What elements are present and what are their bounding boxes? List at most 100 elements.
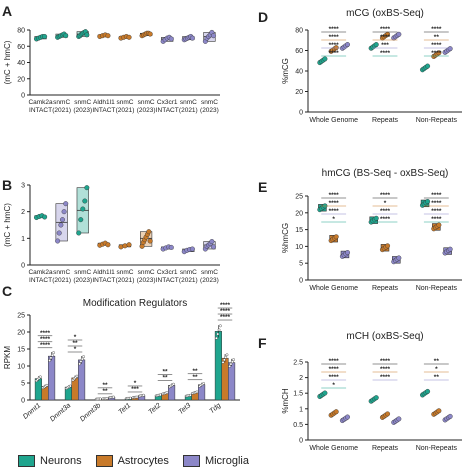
panel-B-category-label: snmC	[74, 269, 91, 276]
panel-F-data-point	[385, 411, 391, 417]
panel-A-data-point	[147, 31, 153, 37]
panel-A-category-label: (2021)	[52, 107, 71, 114]
panel-A-category-label: INTACT	[29, 107, 52, 114]
panel-F-ytick-label: 2	[299, 375, 303, 382]
panel-D-significance-label: ****	[329, 50, 340, 57]
panel-F-data-point	[373, 395, 379, 401]
panel-A-ytick-label: 60	[17, 44, 25, 51]
panel-A-category-label: snmC	[138, 99, 155, 106]
panel-C-data-point	[49, 356, 53, 360]
panel-E-data-point	[333, 234, 339, 240]
panel-E-ytick-label: 25	[295, 194, 303, 201]
panel-A-category-label: snmC	[201, 99, 218, 106]
panel-A-category-label: snmC	[117, 99, 134, 106]
legend-swatch-microglia	[182, 455, 200, 467]
panel-A-category-label: (2021)	[179, 107, 198, 114]
panel-B-category-label: Camk2a	[28, 269, 53, 276]
panel-C-significance-label: ****	[220, 302, 231, 309]
panel-F-data-point	[396, 416, 402, 422]
panel-C-category-label: Dnmt1	[22, 402, 42, 421]
panel-D-ytick-label: 0	[299, 110, 303, 117]
legend-item-microglia: Microglia	[182, 455, 249, 467]
panel-D-significance-label: **	[434, 34, 440, 41]
panel-B-ytick-label: 1	[21, 236, 25, 243]
panel-C-data-point	[188, 393, 192, 397]
panel-D-significance-label: ****	[329, 26, 340, 33]
panel-C-significance-label: **	[162, 369, 168, 376]
panel-C-data-point	[50, 353, 54, 357]
panel-E-significance-label: ****	[431, 192, 442, 199]
panel-C-significance-label: **	[192, 374, 198, 381]
panel-A-data-point	[84, 32, 90, 38]
panel-D-significance-label: ****	[329, 42, 340, 49]
panel-A-data-point	[42, 34, 48, 40]
panel-C-significance-label: ****	[40, 336, 51, 343]
panel-A-category-label: Aldh1l1	[93, 99, 115, 106]
panel-E-group-label: Whole Genome	[309, 285, 358, 292]
panel-A-ytick-label: 80	[17, 28, 25, 35]
panel-C-significance-label: **	[72, 340, 78, 347]
panel-A-data-point	[63, 33, 69, 39]
panel-C-significance-label: ****	[40, 342, 51, 349]
panel-E-significance-label: ****	[329, 192, 340, 199]
panel-A-letter: A	[2, 3, 12, 19]
panel-C-data-point	[224, 355, 228, 359]
panel-C-ytick-label: 0	[21, 398, 25, 405]
panel-A-ytick-label: 20	[17, 76, 25, 83]
panel-F-group-label: Whole Genome	[309, 445, 358, 452]
panel-C-data-point	[232, 358, 235, 362]
panel-C-data-point	[217, 328, 221, 332]
panel-F-data-point	[447, 413, 453, 419]
panel-C-category-label: Tet1	[118, 402, 133, 416]
panel-F-ytick-label: 1.5	[293, 391, 303, 398]
panel-E-data-point	[345, 250, 351, 256]
figure-legend: Neurons Astrocytes Microglia	[18, 452, 318, 470]
panel-D-significance-label: ****	[431, 42, 442, 49]
panel-B-category-label: (2021)	[179, 277, 198, 284]
panel-C-data-point	[68, 384, 72, 388]
panel-B-category-label: (2023)	[200, 277, 219, 284]
panel-A-category-label: Cx3cr1	[157, 99, 178, 106]
panel-B-data-point	[59, 217, 65, 223]
panel-C-significance-label: **	[102, 388, 108, 395]
panel-B-data-point	[146, 229, 152, 235]
panel-D-significance-label: ****	[431, 50, 442, 57]
panel-A-category-label: (2023)	[73, 107, 92, 114]
panel-C-ytick-label: 20	[17, 330, 25, 337]
panel-A-category-label: INTACT	[156, 107, 179, 114]
panel-D-data-point	[396, 31, 402, 37]
panel-C-category-label: Dnmt3b	[79, 402, 102, 423]
panel-C-significance-label: **	[192, 368, 198, 375]
panel-A-ytick-label: 40	[17, 60, 25, 67]
panel-D-significance-label: ****	[380, 50, 391, 57]
panel-A-category-label: (2023)	[200, 107, 219, 114]
panel-D-significance-label: ****	[380, 34, 391, 41]
panel-D-data-point	[373, 42, 379, 48]
panel-A-data-point	[189, 35, 195, 41]
panel-B-data-point	[105, 242, 111, 248]
legend-label-microglia: Microglia	[204, 455, 249, 467]
panel-A-data-point	[126, 34, 132, 40]
panel-F-significance-label: ****	[329, 358, 340, 365]
panel-E-data-point	[436, 222, 442, 228]
panel-C-ytick-label: 5	[21, 381, 25, 388]
panel-B-data-point	[61, 209, 67, 215]
panel-F-significance-label: ****	[329, 374, 340, 381]
panel-B-category-label: INTACT	[92, 277, 115, 284]
panel-C-data-point	[222, 358, 226, 362]
panel-B-category-label: snmC	[117, 269, 134, 276]
panel-E-letter: E	[258, 179, 267, 195]
panel-C-bar	[228, 362, 236, 401]
panel-E-significance-label: ****	[380, 192, 391, 199]
panel-D-significance-label: ****	[329, 34, 340, 41]
legend-label-neurons: Neurons	[40, 455, 82, 467]
legend-swatch-neurons	[18, 455, 35, 467]
panel-D-ytick-label: 40	[295, 69, 303, 76]
panel-F-data-point	[322, 390, 328, 396]
panel-B-category-label: Cx3cr1	[157, 269, 178, 276]
panel-F-significance-label: ****	[329, 366, 340, 373]
panel-B-data-point	[63, 201, 69, 207]
panel-C-data-point	[52, 351, 55, 355]
panel-B-data-point	[76, 230, 82, 236]
